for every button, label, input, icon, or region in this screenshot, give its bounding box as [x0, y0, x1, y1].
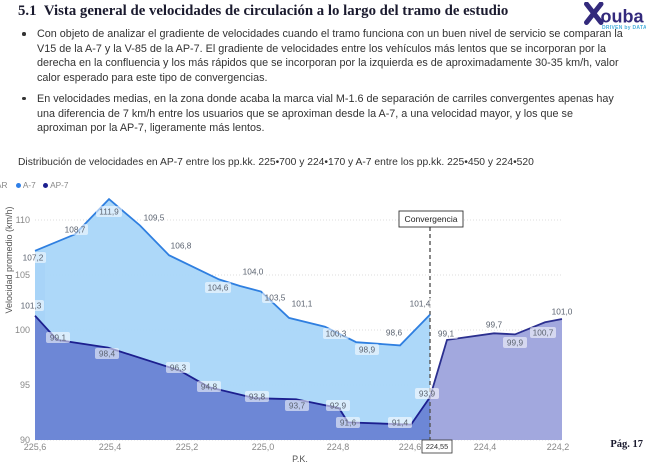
svg-text:106,8: 106,8	[171, 241, 192, 251]
svg-text:96,3: 96,3	[170, 363, 187, 373]
svg-text:92,9: 92,9	[330, 401, 347, 411]
svg-text:99,9: 99,9	[507, 338, 524, 348]
svg-text:95: 95	[20, 380, 30, 390]
svg-text:224,55: 224,55	[426, 442, 448, 451]
svg-text:Velocidad promedio (km/h): Velocidad promedio (km/h)	[4, 206, 14, 313]
svg-text:93,7: 93,7	[289, 401, 306, 411]
svg-text:P.K.: P.K.	[292, 454, 308, 464]
svg-text:101,0: 101,0	[552, 307, 573, 317]
svg-text:100,7: 100,7	[533, 328, 554, 338]
svg-text:104,6: 104,6	[208, 283, 229, 293]
svg-text:98,9: 98,9	[359, 345, 376, 355]
svg-text:91,6: 91,6	[340, 418, 357, 428]
svg-text:103,5: 103,5	[265, 293, 286, 303]
svg-text:99,1: 99,1	[50, 333, 67, 343]
svg-text:224,4: 224,4	[474, 442, 497, 452]
svg-text:101,4: 101,4	[410, 299, 431, 309]
svg-text:100: 100	[15, 325, 30, 335]
svg-text:225,6: 225,6	[24, 442, 47, 452]
svg-text:225,2: 225,2	[176, 442, 199, 452]
svg-text:98,6: 98,6	[386, 328, 403, 338]
svg-text:109,5: 109,5	[144, 213, 165, 223]
svg-text:91,4: 91,4	[392, 418, 409, 428]
svg-text:100,3: 100,3	[326, 329, 347, 339]
svg-text:Pág. 17: Pág. 17	[610, 439, 643, 450]
svg-text:104,0: 104,0	[243, 267, 264, 277]
svg-text:225,0: 225,0	[252, 442, 275, 452]
svg-text:99,7: 99,7	[486, 320, 503, 330]
svg-text:93,8: 93,8	[249, 392, 266, 402]
svg-text:110: 110	[16, 215, 30, 225]
svg-text:224,6: 224,6	[399, 442, 422, 452]
svg-text:225,4: 225,4	[99, 442, 122, 452]
svg-text:108,7: 108,7	[65, 225, 86, 235]
svg-text:101,3: 101,3	[21, 301, 42, 311]
svg-text:Convergencia: Convergencia	[404, 214, 457, 224]
svg-text:101,1: 101,1	[292, 299, 313, 309]
svg-text:224,2: 224,2	[547, 442, 570, 452]
svg-text:107,2: 107,2	[23, 253, 44, 263]
svg-text:105: 105	[15, 270, 30, 280]
svg-text:99,1: 99,1	[438, 329, 455, 339]
svg-text:98,4: 98,4	[99, 349, 116, 359]
svg-text:111,9: 111,9	[99, 207, 119, 217]
svg-text:94,8: 94,8	[201, 382, 218, 392]
svg-text:93,9: 93,9	[419, 389, 436, 399]
svg-text:224,8: 224,8	[327, 442, 350, 452]
